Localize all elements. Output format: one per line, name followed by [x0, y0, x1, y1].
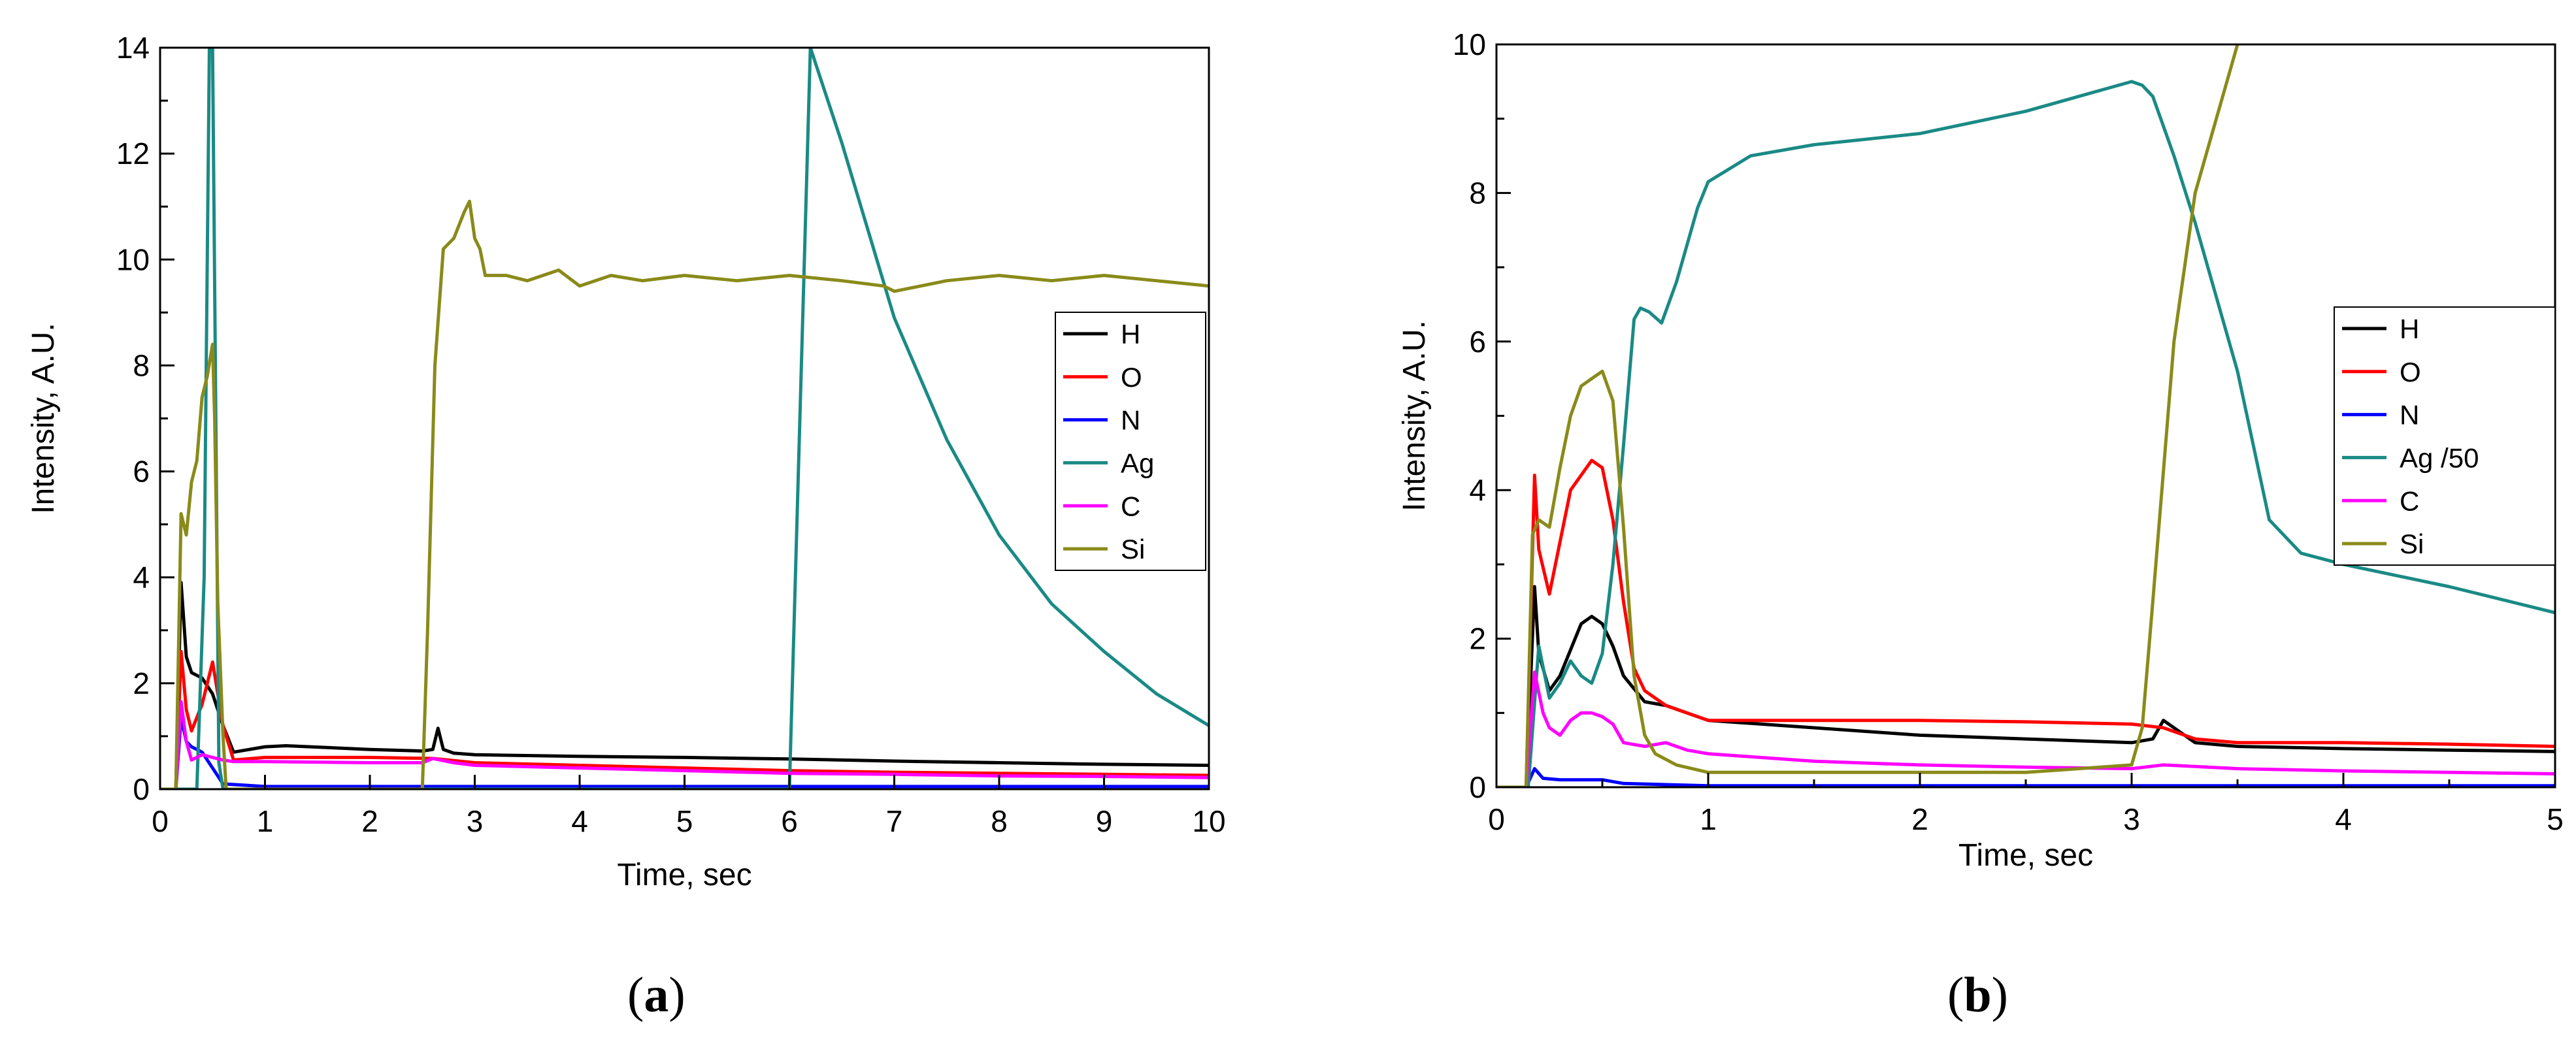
caption-a: (a) — [627, 968, 685, 1022]
series-line-si — [1496, 44, 2239, 787]
x-tick-label: 10 — [1192, 804, 1225, 838]
legend-box — [2334, 306, 2556, 566]
legend-label: Si — [1121, 534, 1145, 564]
x-tick-label: 4 — [571, 804, 588, 838]
legend-label: Ag — [1121, 448, 1154, 478]
plot-frame — [159, 46, 1210, 790]
y-tick-label: 2 — [1469, 622, 1486, 656]
y-tick-label: 0 — [1469, 770, 1486, 804]
y-tick-label: 2 — [133, 666, 150, 700]
y-axis-label: Intensity, A.U. — [26, 323, 61, 514]
x-tick-label: 8 — [991, 804, 1008, 838]
x-tick-label: 1 — [257, 804, 274, 838]
x-tick-label: 7 — [886, 804, 903, 838]
y-tick-label: 8 — [1469, 176, 1486, 210]
caption-b: (b) — [1947, 968, 2008, 1022]
y-tick-label: 4 — [1469, 473, 1486, 507]
x-tick-label: 6 — [781, 804, 798, 838]
legend-label: O — [1121, 362, 1142, 393]
x-tick-label: 9 — [1096, 804, 1113, 838]
legend-label: C — [1121, 491, 1140, 521]
series-line-n — [1496, 767, 2555, 787]
series-line-ag — [160, 48, 1209, 789]
series-line-o — [1496, 459, 2555, 787]
series-line-ag — [1496, 80, 2555, 787]
series-line-c — [160, 700, 1209, 789]
y-tick-label: 12 — [116, 137, 150, 171]
series-line-si — [160, 199, 1209, 789]
series-line-c — [1496, 670, 2555, 787]
legend: HON Ag C Si — [1055, 312, 1206, 571]
x-tick-label: 5 — [676, 804, 693, 838]
caption-b-letter: b — [1964, 968, 1992, 1022]
x-axis-label: Time, sec — [617, 858, 751, 892]
legend-label: N — [2400, 400, 2419, 431]
y-tick-label: 4 — [133, 561, 150, 594]
x-tick-label: 2 — [361, 804, 378, 838]
x-tick-label: 0 — [152, 804, 169, 838]
caption-a-letter: a — [644, 968, 669, 1022]
y-tick-label: 14 — [116, 31, 150, 65]
legend-box — [1055, 312, 1206, 571]
series-group — [1496, 44, 2555, 787]
x-tick-label: 2 — [1911, 802, 1928, 836]
y-tick-label: 8 — [133, 348, 150, 382]
chart-b: 0 1 2 3 4 5 0 2 4 6 8 10 Time, sec Intensity, A.U. HON… — [1397, 27, 2564, 873]
y-tick-label: 6 — [1469, 325, 1486, 359]
series-line-o — [160, 649, 1209, 789]
y-tick-label: 6 — [133, 455, 150, 489]
legend-label: Ag /50 — [2400, 442, 2479, 473]
x-tick-label: 5 — [2547, 802, 2564, 836]
x-tick-label: 3 — [2123, 802, 2140, 836]
y-tick-label: 0 — [133, 772, 150, 806]
x-tick-label: 1 — [1700, 802, 1717, 836]
series-line-h — [1496, 585, 2555, 787]
series-group — [160, 48, 1209, 789]
x-axis-label: Time, sec — [1958, 838, 2093, 873]
legend-label: H — [1121, 319, 1140, 350]
y-tick-label: 10 — [1453, 27, 1486, 61]
y-tick-label: 10 — [116, 242, 150, 276]
legend-label: H — [2400, 314, 2419, 344]
x-tick-label: 3 — [467, 804, 484, 838]
legend: HON Ag /50 C Si — [2334, 306, 2556, 566]
legend-label: Si — [2400, 529, 2424, 559]
x-tick-label: 0 — [1488, 802, 1505, 836]
legend-label: O — [2400, 357, 2421, 387]
legend-label: C — [2400, 485, 2419, 516]
legend-label: N — [1121, 405, 1140, 436]
x-tick-label: 4 — [2335, 802, 2352, 836]
y-axis-label: Intensity, A.U. — [1397, 320, 1432, 512]
